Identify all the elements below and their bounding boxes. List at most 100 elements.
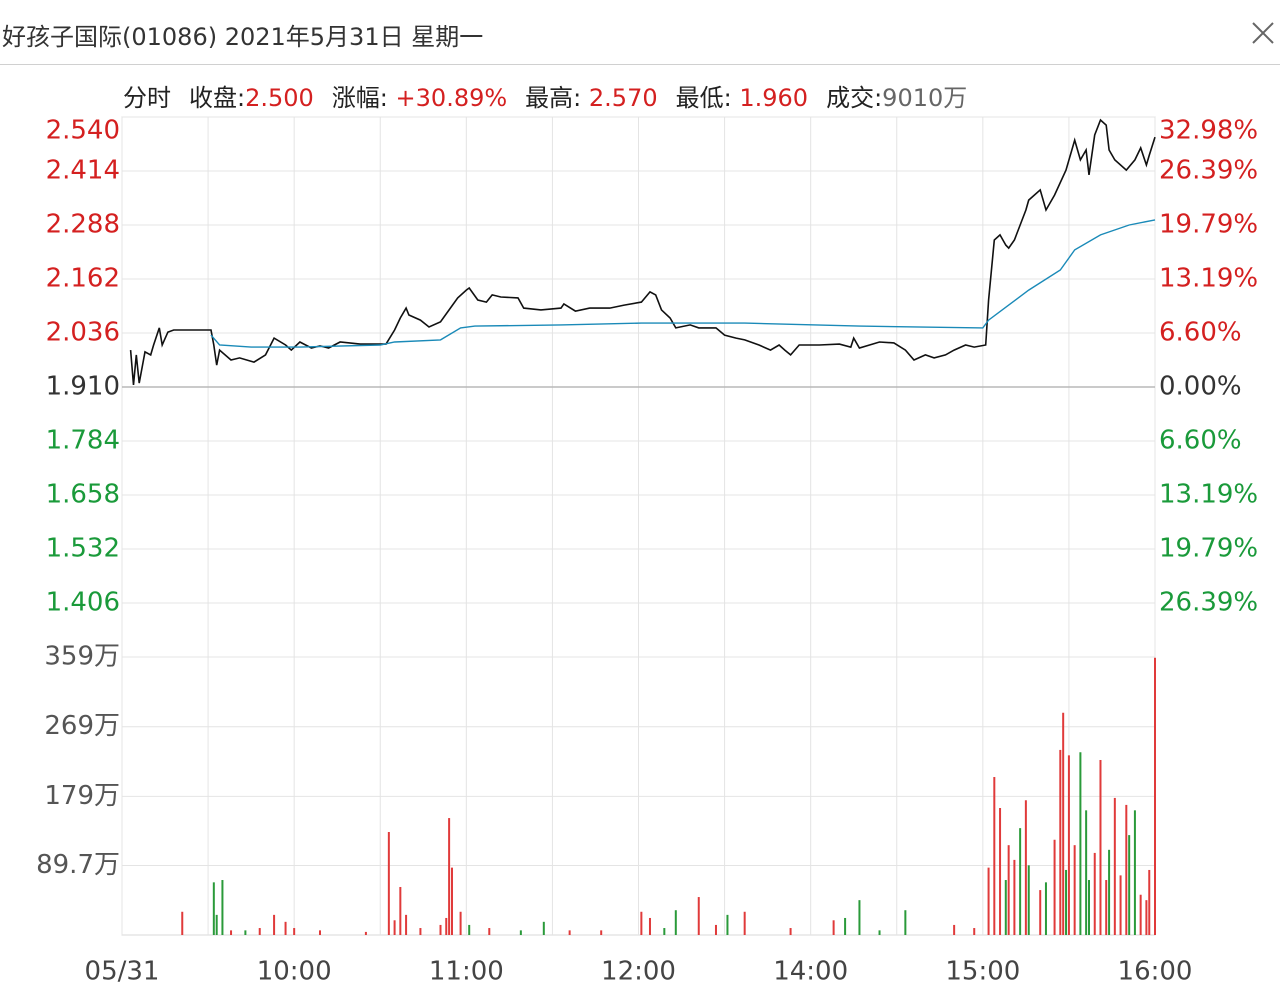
y2-tick-label: 26.39%: [1159, 588, 1258, 618]
volume-bar: [987, 867, 990, 935]
quote-label: 收盘:: [189, 84, 246, 112]
y-tick-label: 1.406: [46, 588, 120, 618]
volume-bar: [1088, 880, 1091, 935]
x-tick-label: 11:00: [429, 957, 504, 987]
y-tick-label: 1.910: [46, 372, 120, 402]
volume-bar: [1044, 882, 1047, 935]
volume-bar: [697, 897, 700, 935]
volume-bar: [904, 910, 907, 935]
y-tick-label: 179万: [44, 781, 120, 811]
y2-tick-label: 32.98%: [1159, 116, 1258, 146]
y2-tick-label: 6.60%: [1159, 426, 1242, 456]
y-tick-label: 2.036: [46, 318, 120, 348]
volume-bar: [284, 921, 287, 935]
volume-bar: [399, 886, 402, 935]
quote-label: 最低:: [675, 84, 732, 112]
volume-bar: [674, 910, 677, 935]
volume-bar: [1013, 859, 1016, 935]
x-tick-label: 10:00: [257, 957, 332, 987]
price-line: [129, 118, 1156, 385]
y2-tick-label: 19.79%: [1159, 209, 1258, 239]
y-tick-label: 2.540: [46, 116, 120, 146]
volume-bar: [318, 930, 321, 935]
volume-bar: [1039, 890, 1042, 935]
volume-bar: [953, 924, 956, 935]
volume-bar: [419, 928, 422, 935]
volume-bar: [789, 928, 792, 935]
close-button[interactable]: [1250, 20, 1276, 46]
y-tick-label: 2.288: [46, 210, 120, 240]
volume-bar: [1024, 800, 1027, 935]
volume-bar: [858, 900, 861, 935]
quote-item: 收盘:2.500: [189, 78, 314, 113]
y2-tick-label: 19.79%: [1159, 534, 1258, 564]
volume-bar: [459, 911, 462, 935]
y2-tick-label: 13.19%: [1159, 479, 1258, 509]
y-tick-label: 89.7万: [36, 850, 120, 880]
volume-bar: [1085, 810, 1088, 935]
volume-bar: [1093, 852, 1096, 935]
volume-bar: [542, 921, 545, 935]
volume-bar: [293, 928, 296, 935]
x-tick-label: 12:00: [601, 957, 676, 987]
volume-bar: [258, 928, 261, 935]
quote-item: 成交:9010万: [826, 78, 967, 113]
volume-bar: [212, 882, 215, 935]
volume-bar: [1125, 804, 1128, 935]
quote-value: +30.89%: [395, 84, 508, 112]
mode: 分时: [123, 84, 171, 112]
y-tick-label: 269万: [44, 711, 120, 741]
volume-bar: [448, 818, 451, 935]
volume-bar: [1059, 749, 1062, 935]
volume-bar: [273, 914, 276, 935]
volume-bar: [230, 930, 233, 935]
volume-bar: [640, 911, 643, 935]
quote-label: 涨幅:: [331, 84, 388, 112]
x-tick-label: 16:00: [1118, 957, 1193, 987]
volume-bar: [973, 928, 976, 935]
price-line: [210, 219, 1156, 348]
volume-bar: [1004, 880, 1007, 935]
volume-bar: [1139, 894, 1142, 935]
volume-bar: [519, 930, 522, 935]
y-tick-label: 1.658: [46, 480, 120, 510]
volume-bar: [1007, 845, 1010, 935]
volume-bar: [743, 911, 746, 935]
volume-bar: [1119, 875, 1122, 935]
quote-item: 最高: 2.570: [525, 78, 657, 113]
quote-bar: 分时 收盘:2.500 涨幅: +30.89% 最高: 2.570 最低: 1.…: [123, 78, 967, 113]
volume-bar: [600, 930, 603, 935]
volume-bar: [387, 832, 390, 935]
volume-bar: [221, 880, 224, 935]
volume-bar: [468, 924, 471, 935]
y-tick-label: 359万: [44, 642, 120, 672]
y-tick-label: 1.532: [46, 534, 120, 564]
volume-bar: [181, 911, 184, 935]
x-tick-label: 15:00: [945, 957, 1020, 987]
quote-value: 9010万: [882, 84, 968, 112]
quote-item: 最低: 1.960: [676, 78, 808, 113]
y2-tick-label: 26.39%: [1159, 155, 1258, 185]
volume-bar: [1148, 869, 1151, 935]
volume-bar: [244, 930, 247, 935]
y-tick-label: 2.162: [46, 264, 120, 294]
quote-value: 2.500: [245, 84, 314, 112]
window-title: 好孩子国际(01086) 2021年5月31日 星期一: [2, 23, 484, 51]
volume-bar: [1113, 797, 1116, 935]
x-tick-label: 05/31: [85, 957, 160, 987]
volume-bar: [568, 930, 571, 935]
x-tick-label: 14:00: [773, 957, 848, 987]
quote-value: 1.960: [739, 84, 809, 112]
volume-bar: [1133, 810, 1136, 935]
volume-bar: [1027, 865, 1030, 935]
volume-bar: [1065, 869, 1068, 935]
volume-bar: [726, 914, 729, 935]
volume-bar: [648, 917, 651, 935]
volume-bar: [405, 914, 408, 935]
volume-bar: [714, 924, 717, 935]
y-tick-label: 2.414: [46, 156, 120, 186]
quote-item: 涨幅: +30.89%: [332, 78, 507, 113]
y-tick-label: 1.784: [46, 426, 120, 456]
